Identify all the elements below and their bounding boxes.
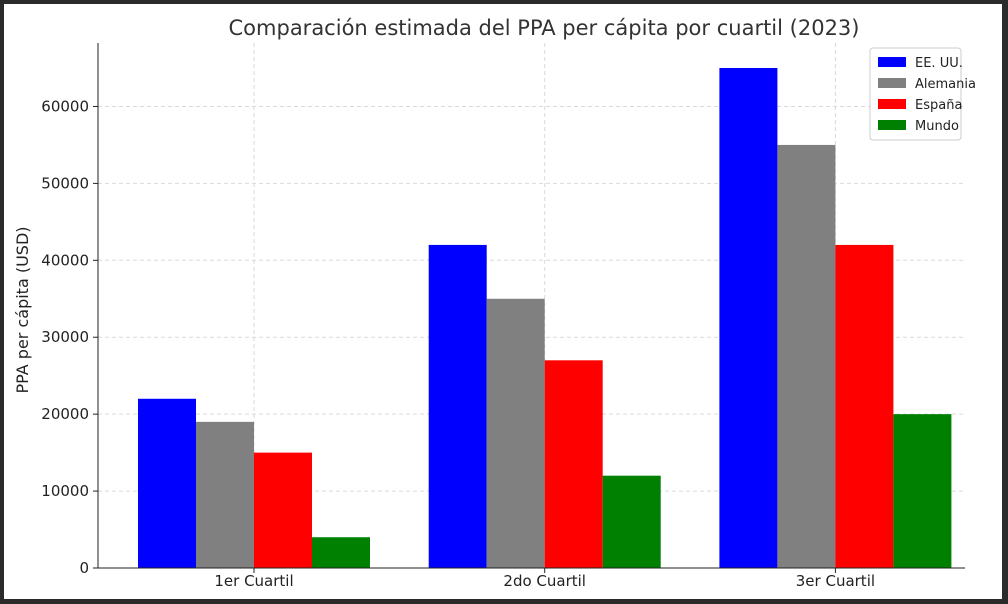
bar	[138, 398, 196, 568]
bar	[428, 244, 487, 568]
y-tick-label: 50000	[41, 174, 89, 192]
bar	[602, 475, 661, 568]
legend-swatch	[878, 120, 906, 130]
legend-entry: España	[915, 98, 962, 113]
bar	[196, 421, 254, 568]
bar	[893, 414, 952, 568]
legend-swatch	[878, 78, 906, 88]
bar	[254, 452, 312, 568]
chart-frame: 0 10000 20000 30000 40000 50000 60000 1er Cuart…	[4, 4, 1002, 599]
x-tick-label: 3er Cuartil	[796, 572, 875, 590]
legend-entry: Mundo	[915, 119, 959, 134]
bar	[777, 144, 836, 568]
y-tick-label: 0	[79, 559, 89, 577]
y-tick-label: 40000	[41, 251, 89, 269]
legend-entry: Alemania	[915, 77, 976, 92]
bar-chart: 0 10000 20000 30000 40000 50000 60000 1er Cuart…	[13, 16, 976, 590]
legend: EE. UU. Alemania España Mundo	[869, 47, 976, 141]
axes: 0 10000 20000 30000 40000 50000 60000 1er Cuart…	[41, 43, 965, 590]
bar	[719, 68, 778, 568]
y-tick-label: 10000	[41, 482, 89, 500]
bar	[312, 537, 370, 568]
bars	[138, 68, 952, 568]
bar	[544, 360, 603, 568]
bar	[835, 244, 894, 568]
legend-swatch	[878, 99, 906, 109]
y-tick-label: 60000	[41, 97, 89, 115]
x-tick-label: 1er Cuartil	[214, 572, 293, 590]
legend-swatch	[878, 57, 906, 67]
y-tick-label: 20000	[41, 405, 89, 423]
legend-entry: EE. UU.	[915, 56, 963, 71]
x-tick-label: 2do Cuartil	[503, 572, 586, 590]
bar	[486, 298, 545, 568]
y-tick-label: 30000	[41, 328, 89, 346]
legend-box	[869, 47, 962, 141]
chart-title: Comparación estimada del PPA per cápita …	[229, 16, 860, 40]
y-axis-label: PPA per cápita (USD)	[13, 226, 32, 393]
